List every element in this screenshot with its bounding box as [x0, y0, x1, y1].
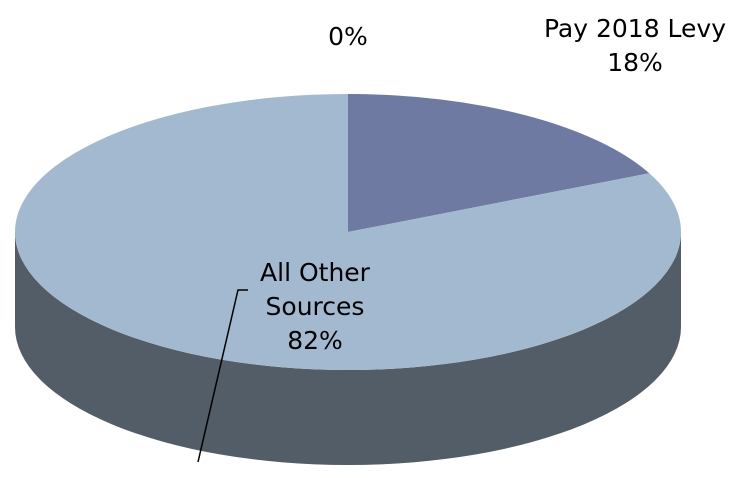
- slice-label: All Other Sources 82%: [240, 256, 390, 358]
- slice-side: [15, 232, 681, 465]
- slice-name: Pay 2018 Levy: [543, 14, 727, 43]
- pie-tops: [15, 94, 682, 371]
- pie-sides: [15, 232, 681, 465]
- slice: [15, 94, 682, 371]
- slice-label: Pay 2018 Levy 18%: [520, 12, 748, 80]
- slice-name: All Other Sources: [260, 258, 370, 321]
- slice-value: 18%: [607, 48, 663, 77]
- slice: [348, 94, 650, 232]
- leader-line: [197, 289, 248, 463]
- slice-label: 0%: [298, 20, 398, 54]
- slice-value: 0%: [328, 22, 368, 51]
- slice-value: 82%: [287, 326, 343, 355]
